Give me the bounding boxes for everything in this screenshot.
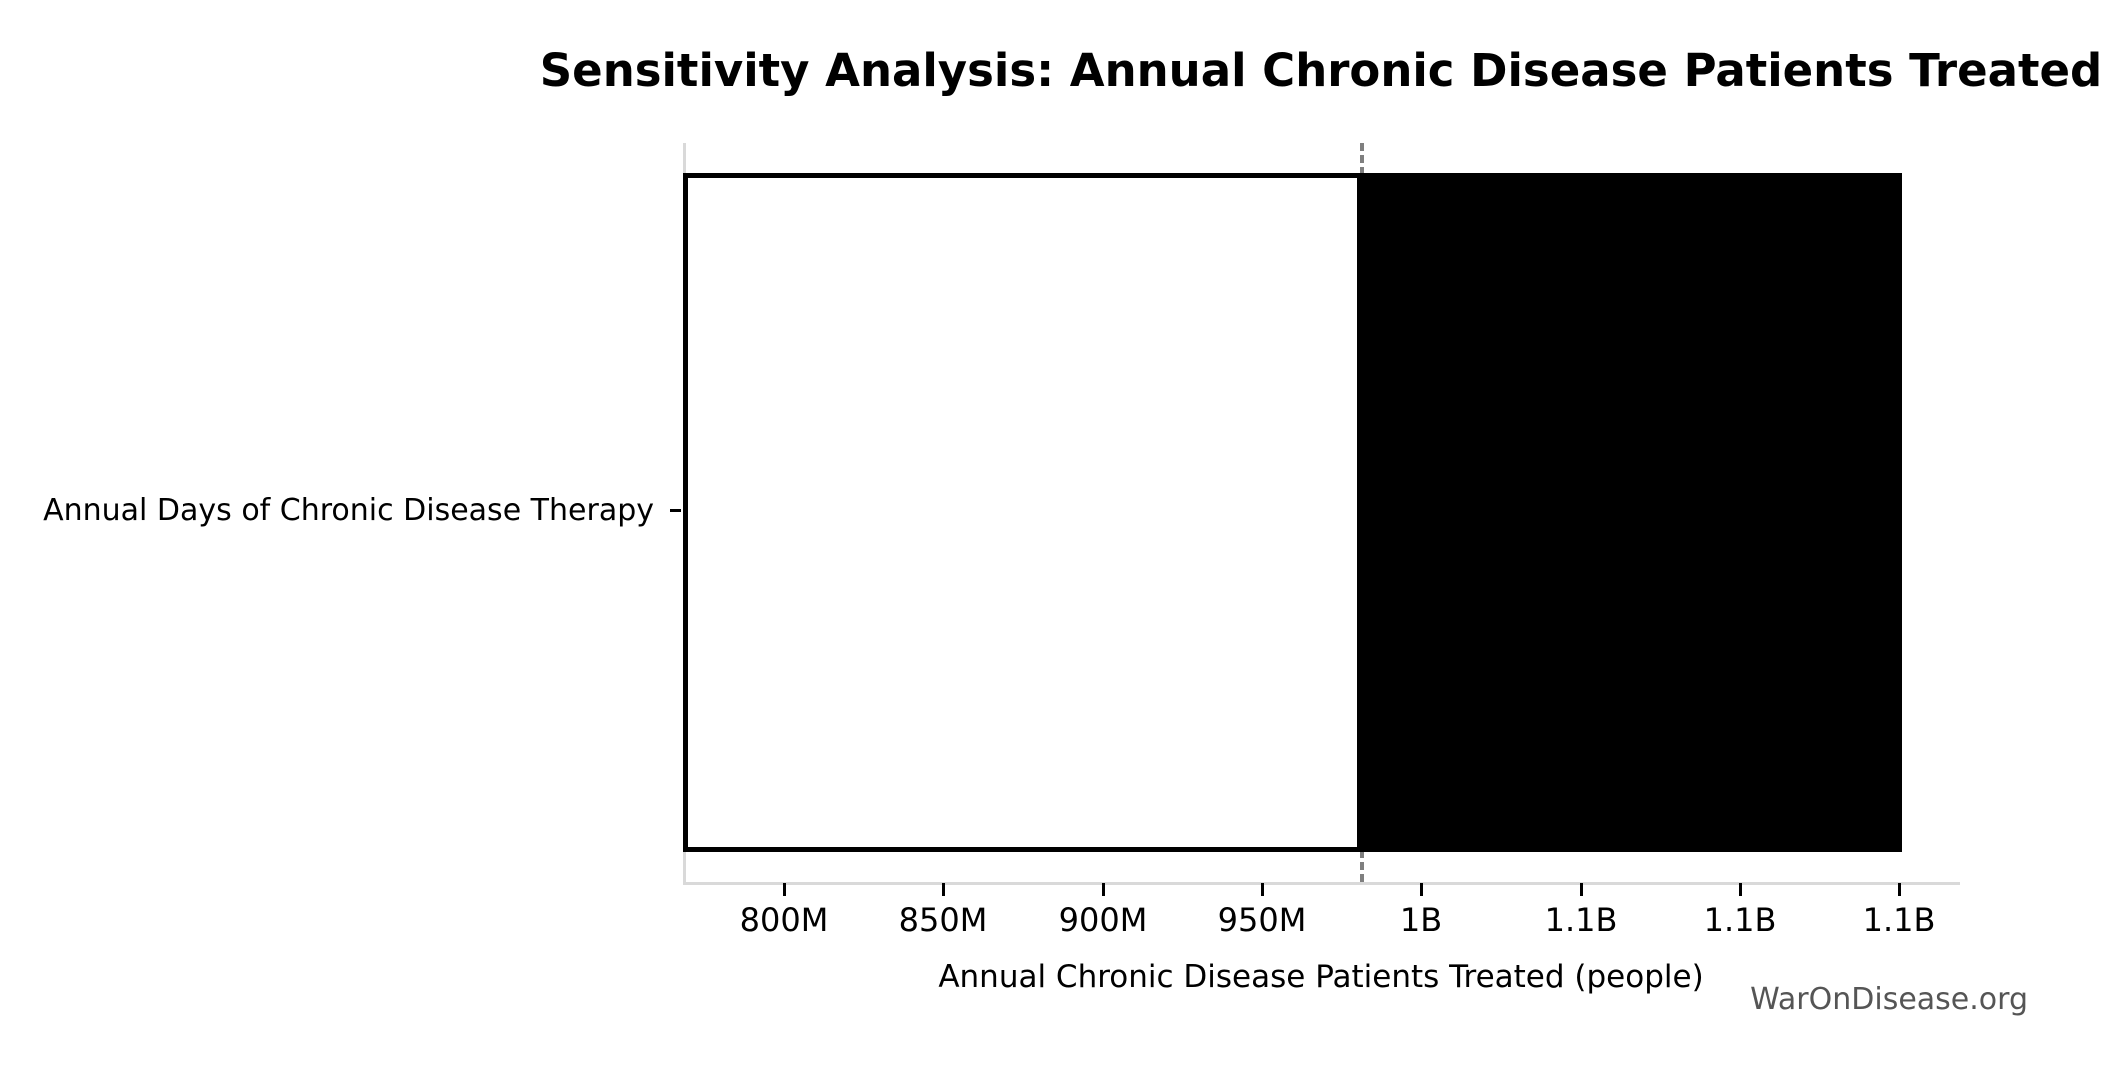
watermark-text: WarOnDisease.org: [1750, 982, 2028, 1017]
x-tick-label: 1.1B: [1703, 901, 1777, 939]
x-tick-label: 850M: [898, 901, 988, 939]
x-tick-label: 1.1B: [1544, 901, 1618, 939]
x-tick-mark: [1898, 883, 1901, 896]
x-tick-mark: [1261, 883, 1264, 896]
x-tick-label: 1B: [1399, 901, 1443, 939]
x-tick-label: 950M: [1217, 901, 1307, 939]
x-tick-label: 800M: [739, 901, 829, 939]
y-axis-category-label: Annual Days of Chronic Disease Therapy: [43, 493, 654, 528]
x-tick-mark: [1420, 883, 1423, 896]
bar-segment-low: [683, 173, 1362, 852]
x-tick-mark: [1739, 883, 1742, 896]
x-axis-title: Annual Chronic Disease Patients Treated …: [938, 959, 1704, 995]
x-tick-label: 1.1B: [1862, 901, 1936, 939]
x-tick-mark: [1102, 883, 1105, 896]
plot-area: 800M 850M 900M 950M 1B 1.1B 1.1B 1.1B: [670, 143, 1960, 939]
chart-title: Sensitivity Analysis: Annual Chronic Dis…: [539, 44, 2103, 97]
y-tick-mark: [670, 509, 681, 512]
bar-segment-high: [1362, 173, 1902, 852]
x-tick-mark: [1580, 883, 1583, 896]
x-axis-spine: [683, 882, 1960, 885]
x-tick-mark: [942, 883, 945, 896]
x-tick-label: 900M: [1058, 901, 1148, 939]
x-tick-mark: [783, 883, 786, 896]
